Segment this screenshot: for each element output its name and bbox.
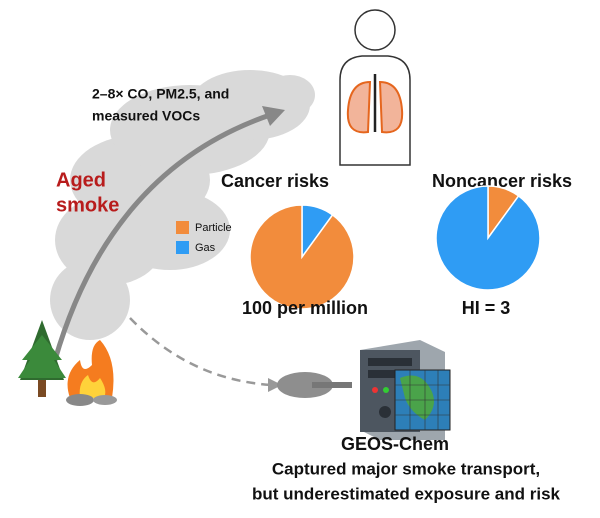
smoke-label: smoke: [56, 194, 119, 216]
pie-slice: [435, 185, 541, 291]
pie-title: Noncancer risks: [432, 171, 572, 191]
legend-label: Particle: [195, 222, 232, 234]
arrow-head: [262, 106, 285, 126]
smoke-label: Aged: [56, 169, 106, 191]
legend-label: Gas: [195, 242, 216, 254]
pie-caption: HI = 3: [462, 298, 511, 318]
model-finding: Captured major smoke transport,: [272, 459, 540, 478]
pie-title: Cancer risks: [221, 171, 329, 191]
smoke-arrow: [52, 112, 271, 361]
model-finding: but underestimated exposure and risk: [252, 484, 561, 503]
model-arrow: [129, 317, 273, 387]
legend-swatch: [176, 241, 189, 254]
smoke-cloud: [50, 70, 315, 340]
pie-caption: 100 per million: [242, 298, 368, 318]
arrow-head: [268, 378, 282, 392]
emission-note: measured VOCs: [92, 108, 200, 124]
pie-slice: [249, 204, 355, 310]
person: [339, 9, 411, 166]
computer: [277, 340, 451, 440]
legend-swatch: [176, 221, 189, 234]
model-name: GEOS-Chem: [341, 434, 449, 454]
emission-note: 2–8× CO, PM2.5, and: [92, 86, 229, 102]
tree-fire: [18, 320, 117, 406]
